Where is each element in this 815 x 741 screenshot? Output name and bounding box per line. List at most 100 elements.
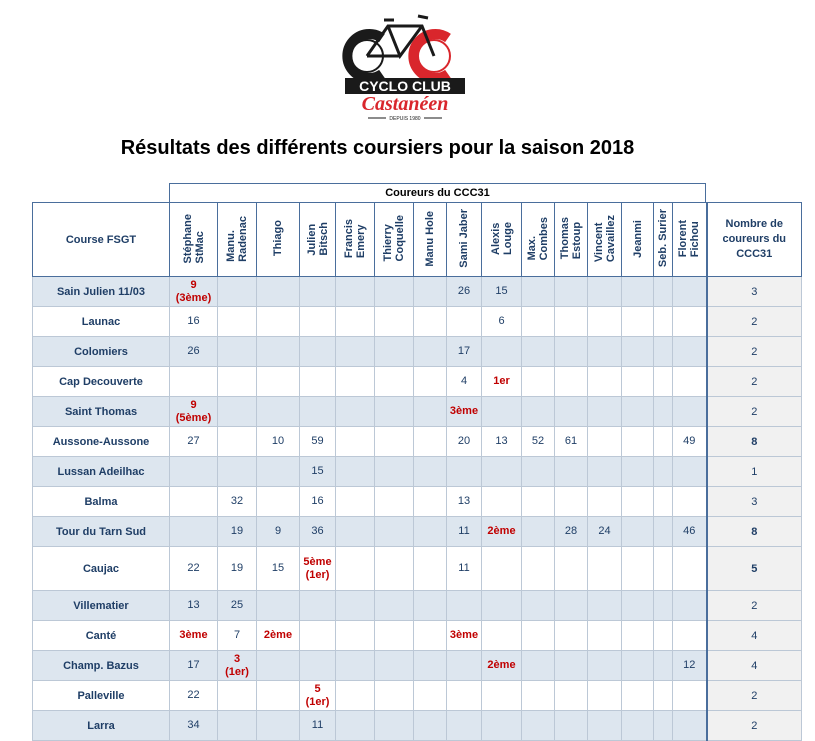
result-cell (413, 620, 447, 651)
result-cell (672, 680, 707, 711)
course-name: Villematier (32, 590, 170, 621)
table-row: Balma 32 16 13 3 (32, 486, 802, 517)
result-cell (653, 456, 673, 487)
result-cell (672, 590, 707, 621)
result-value: 17 (457, 345, 471, 357)
course-name: Balma (32, 486, 170, 517)
result-cell (299, 590, 336, 621)
result-cell (587, 336, 622, 367)
logo-brand-line2: Castanéen (362, 93, 449, 115)
result-value: 5 (1er) (305, 682, 330, 708)
result-cell: 15 (256, 546, 300, 591)
result-cell (374, 426, 414, 457)
result-cell (413, 546, 447, 591)
table-row: Champ. Bazus 17 3 (1er) 2ème 12 4 (32, 650, 802, 681)
result-cell (554, 620, 588, 651)
result-cell (413, 710, 447, 741)
result-cell (446, 456, 482, 487)
table-row: Tour du Tarn Sud 19 9 36 11 2ème 28 24 46 8 (32, 516, 802, 547)
result-cell (299, 366, 336, 397)
result-cell (374, 306, 414, 337)
result-cell: 27 (169, 426, 218, 457)
course-column-header: Course FSGT (32, 202, 170, 277)
bicycle-logo-icon: CYCLO CLUB Castanéen DEPUIS 1980 (342, 14, 465, 122)
result-value: 22 (187, 562, 200, 574)
result-cell (481, 710, 522, 741)
table-row: Aussone-Aussone 27 10 59 20 13 52 61 49 8 (32, 426, 802, 457)
result-cell (413, 590, 447, 621)
rider-header: Thierry Coquelle (374, 202, 414, 277)
result-cell (653, 336, 673, 367)
result-cell (653, 426, 673, 457)
result-cell (653, 306, 673, 337)
result-value: 22 (187, 689, 200, 701)
result-cell: 9 (256, 516, 300, 547)
result-value: 2ème (263, 629, 293, 641)
course-name: Palleville (32, 680, 170, 711)
result-cell (217, 336, 257, 367)
result-cell (521, 396, 555, 427)
course-name: Caujac (32, 546, 170, 591)
result-cell (554, 276, 588, 307)
result-cell (521, 620, 555, 651)
rider-count: 2 (705, 306, 802, 337)
logo-brand-line1: CYCLO CLUB (359, 78, 451, 94)
result-cell (672, 336, 707, 367)
result-cell: 5 (1er) (299, 680, 336, 711)
result-cell (335, 426, 375, 457)
result-cell (413, 336, 447, 367)
results-table: Course FSGT Stéphane StMac Manu. Radenac… (32, 202, 802, 741)
result-cell: 3ème (446, 396, 482, 427)
result-cell (413, 486, 447, 517)
result-value: 3 (1er) (225, 652, 249, 678)
result-cell: 28 (554, 516, 588, 547)
result-cell (299, 336, 336, 367)
result-cell (481, 336, 522, 367)
result-value: 12 (683, 659, 696, 671)
result-cell (256, 336, 300, 367)
result-cell (521, 276, 555, 307)
result-cell (672, 620, 707, 651)
result-cell (374, 366, 414, 397)
result-cell (587, 590, 622, 621)
result-value: 27 (187, 435, 200, 447)
result-cell: 1er (481, 366, 522, 397)
rider-name: Thierry Coquelle (382, 215, 406, 262)
rider-count: 2 (705, 710, 802, 741)
result-cell (217, 396, 257, 427)
result-cell (554, 456, 588, 487)
course-name: Champ. Bazus (32, 650, 170, 681)
result-cell (413, 516, 447, 547)
result-cell (374, 710, 414, 741)
result-cell (374, 590, 414, 621)
result-cell: 2ème (481, 516, 522, 547)
rider-header: Stéphane StMac (169, 202, 218, 277)
rider-header: Julien Bitsch (299, 202, 336, 277)
course-name: Larra (32, 710, 170, 741)
result-cell (335, 680, 375, 711)
course-name: Aussone-Aussone (32, 426, 170, 457)
result-cell (587, 366, 622, 397)
result-cell: 22 (169, 680, 218, 711)
result-value: 32 (230, 495, 244, 507)
count-column-header: Nombre de coureurs du CCC31 (705, 202, 802, 277)
result-value: 11 (458, 525, 470, 537)
result-cell (446, 306, 482, 337)
table-row: Larra 34 11 2 (32, 710, 802, 741)
result-cell: 3ème (169, 620, 218, 651)
rider-header: Sami Jaber (446, 202, 482, 277)
result-cell: 22 (169, 546, 218, 591)
result-cell: 25 (217, 590, 257, 621)
result-cell (554, 396, 588, 427)
result-cell (653, 620, 673, 651)
result-cell (413, 456, 447, 487)
result-cell (587, 396, 622, 427)
rider-count: 2 (705, 590, 802, 621)
result-value: 61 (564, 435, 578, 447)
result-cell (256, 306, 300, 337)
result-cell (374, 680, 414, 711)
result-value: 15 (495, 285, 508, 297)
result-cell (587, 620, 622, 651)
result-cell (521, 546, 555, 591)
rider-header: Manu Hole (413, 202, 447, 277)
